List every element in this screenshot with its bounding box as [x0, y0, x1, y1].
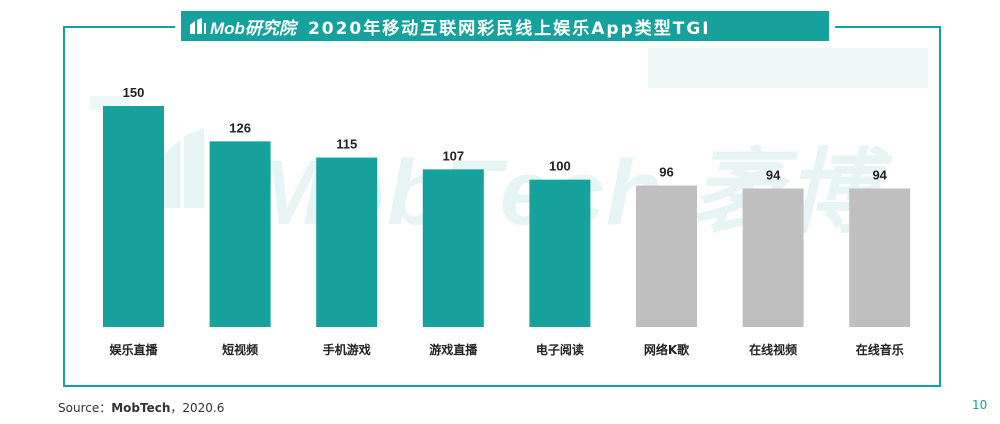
logo-text: Mob研究院 [210, 18, 296, 38]
bar-6 [636, 185, 697, 327]
bar-4 [422, 169, 484, 327]
data-label-8: 94 [872, 168, 887, 183]
title-banner: Mob研究院 2020年移动互联网彩民线上娱乐App类型TGI [181, 11, 829, 41]
category-label-8: 在线音乐 [856, 342, 904, 357]
category-label-1: 娱乐直播 [109, 342, 158, 357]
bar-7 [742, 188, 804, 327]
bar-2 [209, 141, 271, 327]
category-label-2: 短视频 [222, 342, 258, 357]
data-label-7: 94 [766, 168, 781, 183]
source-note: Source：MobTech，2020.6 [58, 399, 224, 416]
page-number: 10 [972, 398, 988, 412]
category-label-4: 游戏直播 [429, 342, 478, 357]
data-label-5: 100 [549, 159, 571, 174]
category-label-3: 手机游戏 [323, 342, 371, 357]
source-date: ，2020.6 [170, 401, 225, 415]
watermark-panel [648, 48, 928, 88]
title-bar: Mob研究院 2020年移动互联网彩民线上娱乐App类型TGI [175, 9, 835, 43]
source-label: Source： [58, 401, 112, 415]
bar-5 [529, 179, 591, 327]
category-label-7: 在线视频 [749, 342, 797, 357]
mob-logo-icon [190, 18, 206, 34]
category-label-6: 网络K歌 [644, 342, 690, 357]
bar-1 [103, 106, 164, 327]
source-name: MobTech [111, 401, 171, 415]
data-label-6: 96 [659, 165, 673, 180]
data-label-4: 107 [442, 148, 464, 163]
bar-8 [849, 188, 911, 327]
data-label-1: 150 [123, 85, 145, 100]
data-label-3: 115 [336, 137, 357, 152]
chart-title: 2020年移动互联网彩民线上娱乐App类型TGI [307, 18, 711, 39]
watermark-logo-icon [160, 128, 204, 208]
data-label-2: 126 [229, 120, 251, 135]
category-label-5: 电子阅读 [536, 342, 584, 357]
logo: Mob研究院 [181, 11, 304, 41]
bar-3 [316, 157, 378, 327]
